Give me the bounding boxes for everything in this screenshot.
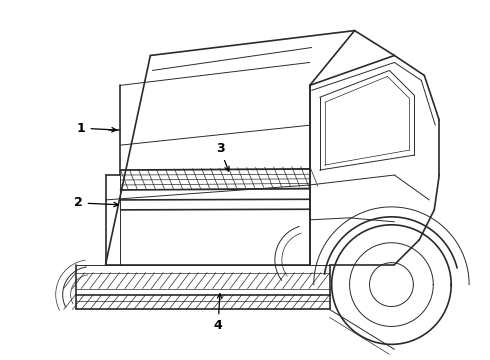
Text: 2: 2: [74, 197, 118, 210]
Text: 3: 3: [216, 142, 229, 171]
Text: 1: 1: [77, 122, 116, 135]
Text: 4: 4: [214, 294, 222, 332]
